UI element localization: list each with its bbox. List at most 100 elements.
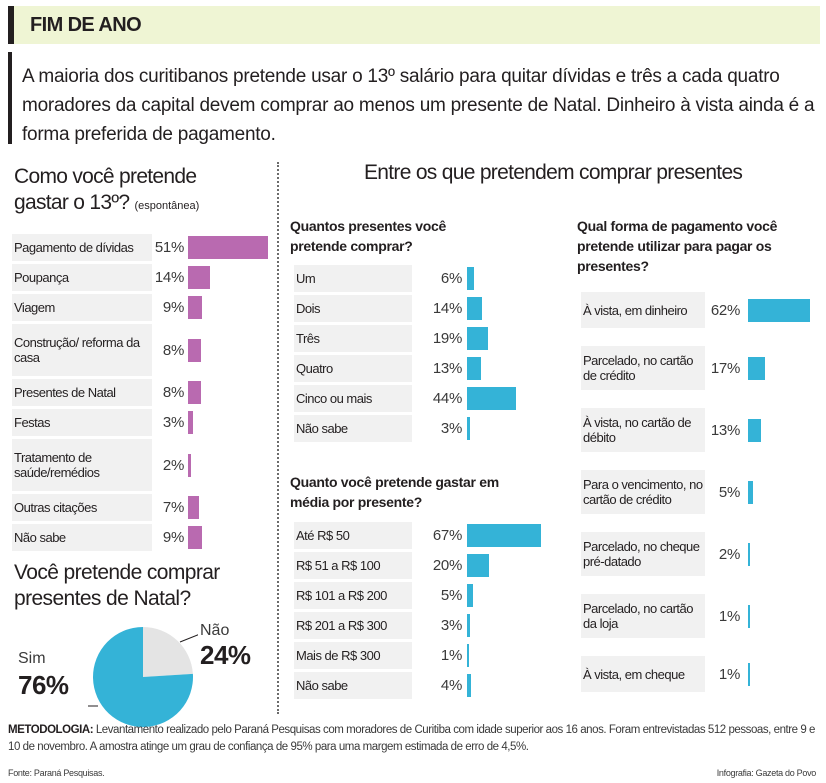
pagamento-bar (748, 663, 750, 686)
gastar_media-category-label: R$ 51 a R$ 100 (294, 552, 412, 579)
gastar13-row: Festas 3% (8, 409, 193, 436)
gastar13-value-label: 14% (154, 269, 184, 286)
gastar13-value-label: 9% (162, 299, 184, 316)
gastar13-bar (188, 454, 191, 477)
quantos-category-label: Três (294, 325, 412, 352)
section-header: FIM DE ANO (8, 6, 820, 44)
quantos-category-label: Dois (294, 295, 412, 322)
gastar13-value-label: 2% (162, 456, 184, 474)
quantos-bar (467, 357, 481, 380)
gastar13-category-label: Viagem (12, 294, 152, 321)
gastar_media-value-label: 1% (440, 647, 462, 664)
pagamento-row: Parcelado, no cheque pré-datado 2% (577, 532, 750, 576)
gastar_media-category-label: Até R$ 50 (294, 522, 412, 549)
pagamento-category-label: Parcelado, no cartão da loja (581, 594, 705, 638)
pagamento-row: À vista, em cheque 1% (577, 656, 750, 692)
gastar_media-bar (467, 584, 473, 607)
gastar_media-bar (467, 554, 489, 577)
gastar13-value-label: 7% (162, 499, 184, 516)
gastar13-row: Poupança 14% (8, 264, 210, 291)
gastar_media-value-label: 20% (432, 557, 462, 574)
pagamento-value-label: 1% (718, 607, 740, 625)
pagamento-value-label: 13% (710, 421, 740, 439)
source-note: Fonte: Paraná Pesquisas. (8, 768, 105, 778)
gastar_media-category-label: Não sabe (294, 672, 412, 699)
quantos-category-label: Cinco ou mais (294, 385, 412, 412)
pagamento-bar (748, 419, 761, 442)
quantos-row: Não sabe 3% (290, 415, 470, 442)
quantos-title: Quantos presentes você pretende comprar? (290, 218, 447, 254)
pie-title: Você pretende comprar presentes de Natal… (14, 561, 220, 610)
pagamento-value-label: 62% (710, 301, 740, 319)
pagamento-category-label: À vista, em cheque (581, 656, 705, 692)
gastar13-category-label: Construção/ reforma da casa (12, 324, 152, 376)
pie-leader-nao (179, 634, 198, 643)
right-section-title: Entre os que pretendem comprar presentes (364, 161, 743, 184)
gastar_media-value-label: 67% (432, 527, 462, 544)
gastar13-bar (188, 526, 202, 549)
lede-text: A maioria dos curitibanos pretende usar … (22, 66, 815, 145)
pie-chart (88, 627, 198, 727)
gastar13-category-label: Pagamento de dívidas (12, 234, 152, 261)
gastar13-bar (188, 236, 268, 259)
pie-value-nao: 24% (200, 640, 251, 670)
pagamento-category-label: Para o vencimento, no cartão de crédito (581, 470, 705, 514)
lede-rule (8, 52, 12, 144)
methodology-text: Levantamento realizado pelo Paraná Pesqu… (8, 724, 815, 753)
gastar13-row: Pagamento de dívidas 51% (8, 234, 268, 261)
gastar13-row: Tratamento de saúde/remédios 2% (8, 439, 191, 491)
gastar13-category-label: Poupança (12, 264, 152, 291)
gastar13-row: Presentes de Natal 8% (8, 379, 201, 406)
gastar13-title-line2: gastar o 13º? (14, 191, 130, 214)
quantos-bar (467, 387, 516, 410)
credit-note: Infografia: Gazeta do Povo (716, 768, 817, 778)
gastar_media-bar (467, 644, 469, 667)
gastar13-bar (188, 339, 201, 362)
gastar13-category-label: Festas (12, 409, 152, 436)
pagamento-row: À vista, no cartão de débito 13% (577, 408, 761, 452)
gastar13-row: Não sabe 9% (8, 524, 202, 551)
pagamento-row: Parcelado, no cartão da loja 1% (577, 594, 750, 638)
gastar_media-row: R$ 51 a R$ 100 20% (290, 552, 489, 579)
gastar_media-bar (467, 524, 541, 547)
pagamento-category-label: Parcelado, no cheque pré-datado (581, 532, 705, 576)
quantos-bar (467, 297, 482, 320)
gastar13-category-label: Presentes de Natal (12, 379, 152, 406)
gastar_media-category-label: Mais de R$ 300 (294, 642, 412, 669)
gastar_media-row: Até R$ 50 67% (290, 522, 541, 549)
pie-slice-sim (93, 627, 193, 727)
gastar13-category-label: Não sabe (12, 524, 152, 551)
pagamento-bar (748, 357, 765, 380)
quantos-category-label: Quatro (294, 355, 412, 382)
gastar13-value-label: 51% (154, 239, 184, 256)
quantos-row: Quatro 13% (290, 355, 481, 382)
gastar13-value-label: 8% (162, 384, 184, 401)
quantos-bar (467, 327, 488, 350)
quantos-row: Três 19% (290, 325, 488, 352)
gastar_media-bar (467, 674, 471, 697)
gastar_media-category-label: R$ 201 a R$ 300 (294, 612, 412, 639)
gastar13-category-label: Tratamento de saúde/remédios (12, 439, 152, 491)
pagamento-category-label: À vista, no cartão de débito (581, 408, 705, 452)
pie-value-sim: 76% (18, 670, 69, 700)
quantos-bar (467, 417, 470, 440)
quantos-category-label: Não sabe (294, 415, 412, 442)
quantos-value-label: 3% (440, 420, 462, 437)
column-divider (277, 162, 279, 714)
pie-block: Você pretende comprar presentes de Natal… (8, 560, 273, 727)
gastar_media-row: Não sabe 4% (290, 672, 471, 699)
gastar13-value-label: 3% (162, 414, 184, 431)
pagamento-value-label: 2% (718, 545, 740, 563)
quantos-bar (467, 267, 474, 290)
pie-label-nao: Não (200, 622, 230, 639)
section-title: FIM DE ANO (30, 14, 142, 36)
gastar13-category-label: Outras citações (12, 494, 152, 521)
gastar13-title-line1: Como você pretende (14, 165, 197, 188)
quantos-value-label: 44% (432, 390, 462, 407)
gastar_media-value-label: 3% (440, 617, 462, 634)
pagamento-value-label: 17% (710, 359, 740, 377)
methodology: METODOLOGIA: Levantamento realizado pelo… (8, 722, 823, 756)
pagamento-row: À vista, em dinheiro 62% (577, 292, 810, 328)
gastar_media-value-label: 4% (440, 677, 462, 694)
gastar13-row: Construção/ reforma da casa 8% (8, 324, 201, 376)
